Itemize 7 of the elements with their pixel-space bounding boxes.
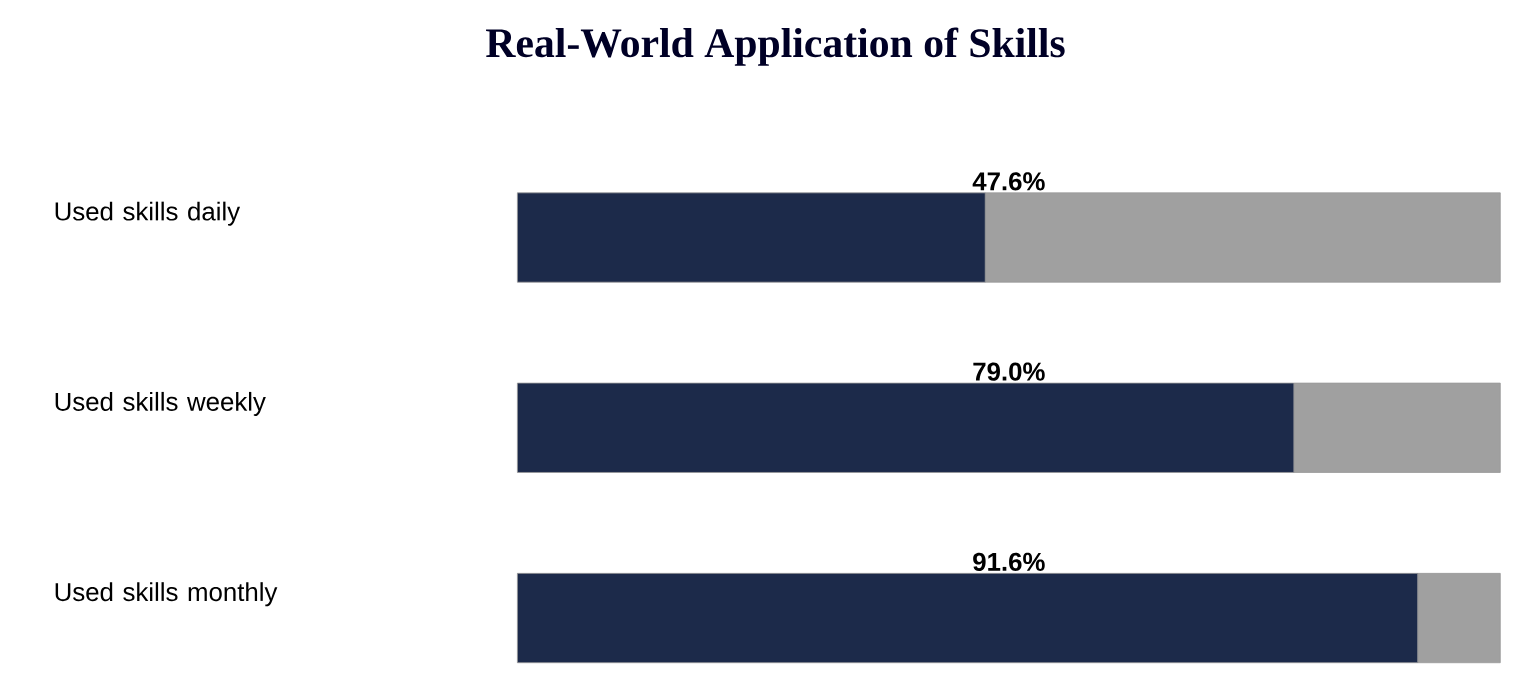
- data-label: 47.6%: [972, 172, 1045, 191]
- y-tick-label: Used skills daily: [55, 201, 241, 226]
- data-label: 91.6%: [973, 552, 1045, 571]
- data-label: 79.0%: [973, 362, 1045, 381]
- y-tick-label: Used skills monthly: [55, 582, 278, 607]
- y-tick-label: Used skills weekly: [55, 391, 266, 416]
- chart-title: Real-World Application of Skills: [486, 27, 1065, 66]
